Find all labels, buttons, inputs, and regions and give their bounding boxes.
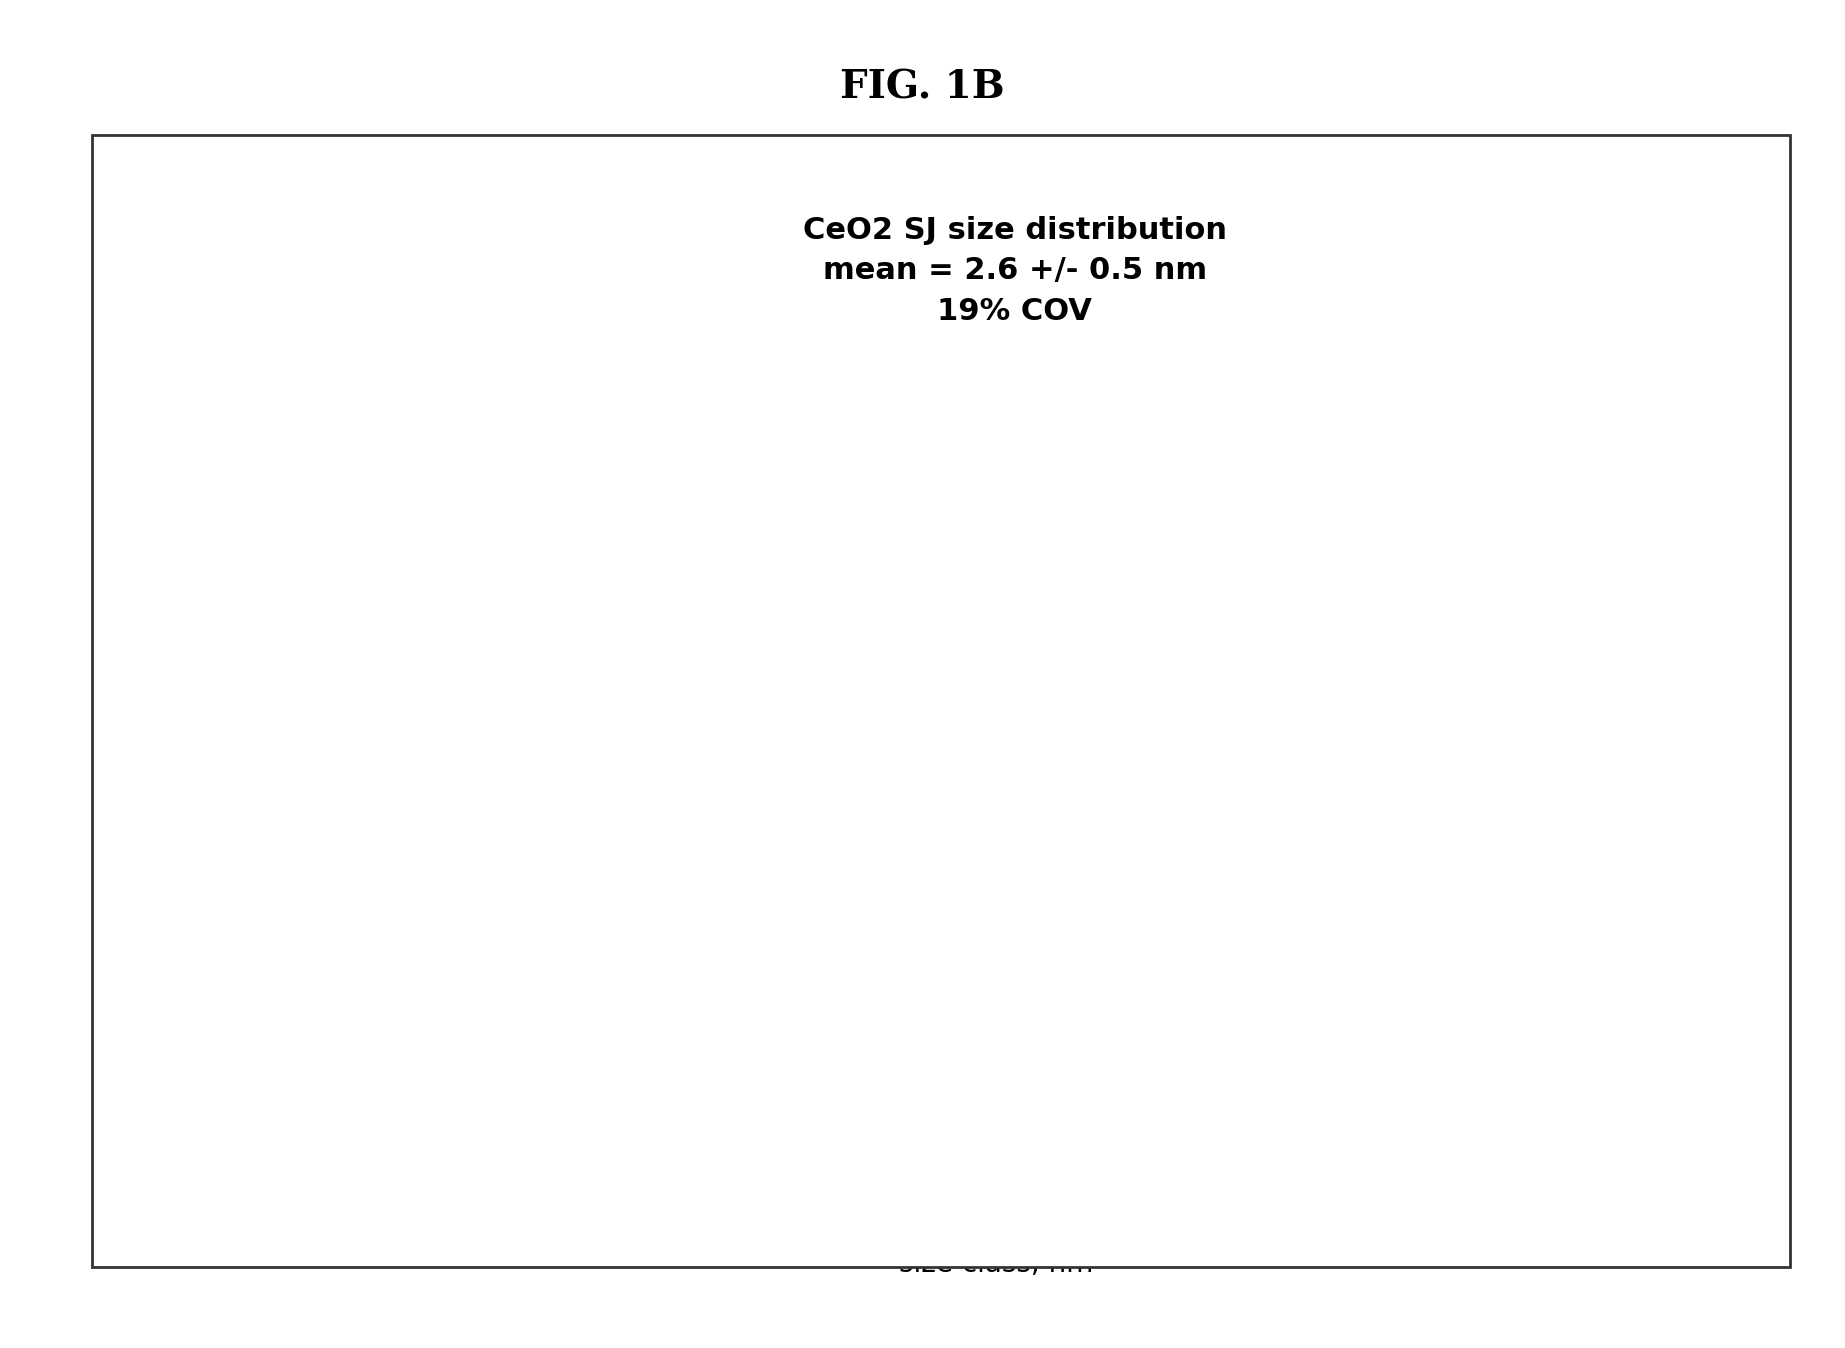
Text: CeO2 SJ size distribution
mean = 2.6 +/- 0.5 nm
19% COV: CeO2 SJ size distribution mean = 2.6 +/-…: [803, 216, 1227, 326]
Bar: [1052, 628, 1186, 1200]
Bar: [1297, 938, 1434, 1200]
Bar: [559, 1033, 696, 1200]
Text: FIG. 1B: FIG. 1B: [839, 69, 1006, 106]
X-axis label: size class, nm: size class, nm: [899, 1250, 1094, 1278]
Bar: [806, 914, 941, 1200]
Y-axis label: number of particles: number of particles: [172, 706, 199, 979]
Bar: [1544, 1153, 1679, 1200]
